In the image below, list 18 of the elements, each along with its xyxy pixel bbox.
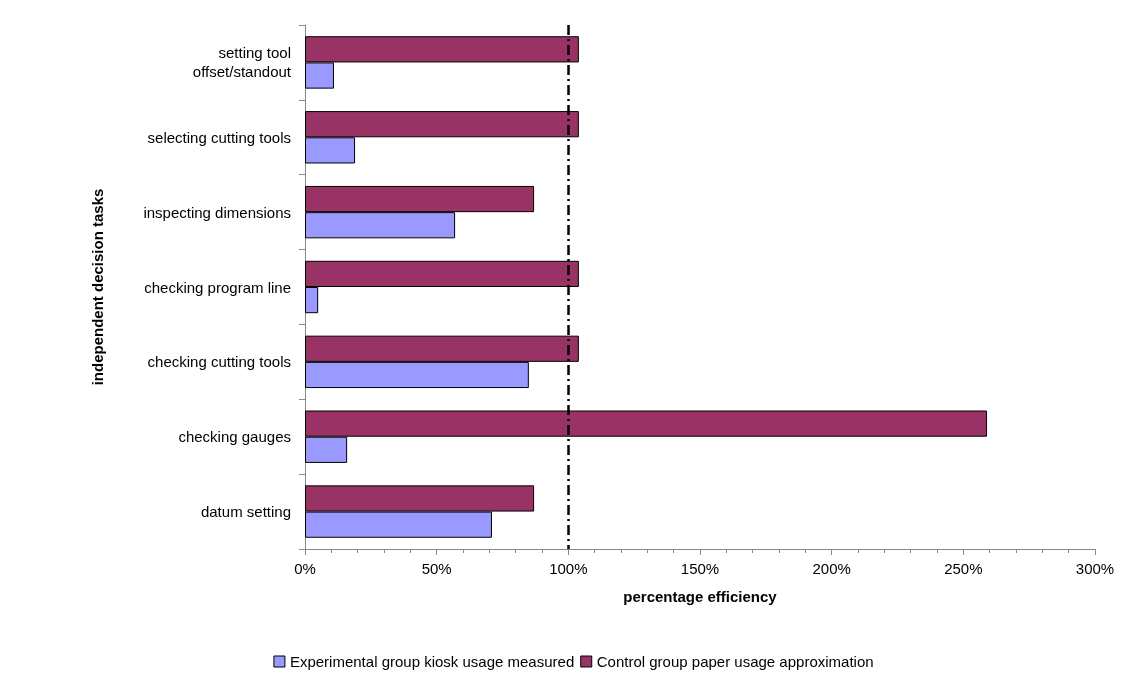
y-tick-label: checking gauges (178, 428, 291, 446)
y-tick-label: selecting cutting tools (147, 128, 291, 146)
x-tick-label: 300% (1075, 560, 1115, 577)
y-axis-title: independent decision tasks (89, 188, 106, 386)
y-tick-label: checking program line (144, 278, 291, 296)
y-tick-label: datum setting (200, 503, 291, 521)
x-tick-label: 100% (549, 560, 588, 577)
x-tick-label: 0% (294, 560, 316, 577)
legend-label: Control group paper usage approximation (596, 653, 874, 670)
legend-label: Experimental group kiosk usage measured (289, 653, 575, 670)
y-tick-label: inspecting dimensions (143, 203, 291, 221)
y-tick-label: setting tool offset/standout (192, 44, 292, 81)
y-tick-label: checking cutting tools (147, 353, 291, 371)
x-tick-label: 200% (812, 560, 851, 577)
x-tick-label: 50% (421, 560, 452, 577)
x-axis-title: percentage efficiency (623, 588, 778, 605)
x-tick-label: 150% (680, 560, 720, 577)
x-tick-label: 250% (944, 560, 983, 577)
